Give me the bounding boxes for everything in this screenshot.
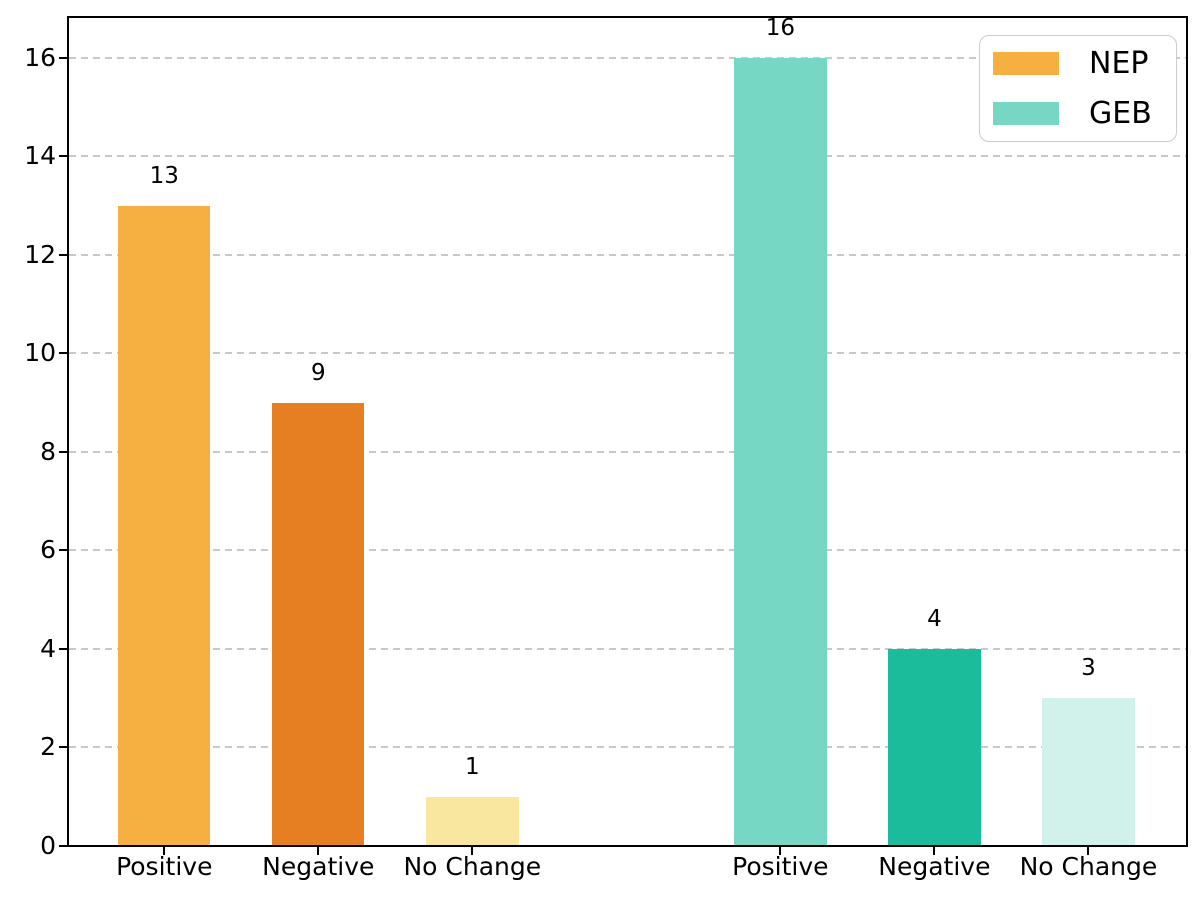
plot-area [67, 16, 1188, 847]
bar-value-label-geb-negative: 4 [927, 605, 942, 632]
y-tick-label: 2 [40, 732, 56, 762]
legend-swatch-nep [993, 52, 1059, 75]
y-tick-mark [59, 253, 68, 256]
y-tick-mark [59, 845, 68, 847]
bar-geb-no-change [1042, 698, 1135, 845]
x-tick-label-geb-negative: Negative [878, 852, 991, 881]
y-tick-mark [59, 352, 68, 355]
x-tick-label-geb-no-change: No Change [1019, 852, 1158, 881]
y-tick-label: 16 [24, 42, 56, 72]
legend: NEP GEB [979, 35, 1177, 142]
bar-value-label-geb-no-change: 3 [1081, 655, 1096, 682]
bar-geb-negative [888, 648, 981, 845]
legend-swatch-geb [993, 102, 1059, 125]
y-tick-label: 0 [40, 831, 56, 860]
gridline-y4 [69, 647, 1186, 650]
x-tick-label-nep-negative: Negative [262, 852, 375, 881]
bar-value-label-nep-no-change: 1 [464, 753, 480, 780]
y-tick-mark [59, 155, 68, 158]
x-tick-label-geb-positive: Positive [732, 852, 829, 881]
gridline-y16 [69, 56, 1186, 59]
gridline-y12 [69, 253, 1186, 256]
legend-item-nep: NEP [993, 45, 1168, 81]
gridline-y6 [69, 549, 1186, 552]
x-tick-label-nep-positive: Positive [116, 852, 213, 881]
gridline-y8 [69, 450, 1186, 453]
legend-item-geb: GEB [993, 95, 1168, 131]
legend-label-nep: NEP [1089, 45, 1149, 81]
y-tick-mark [59, 746, 68, 749]
y-tick-label: 8 [40, 436, 56, 466]
gridline-y14 [69, 155, 1186, 158]
x-tick-mark [163, 847, 166, 855]
bar-nep-positive [118, 205, 211, 845]
bar-value-label-geb-positive: 16 [765, 14, 795, 41]
bar-nep-no-change [426, 796, 519, 845]
bar-geb-positive [734, 57, 827, 845]
y-tick-label: 12 [24, 239, 56, 269]
x-tick-mark [1087, 847, 1090, 855]
gridline-y10 [69, 352, 1186, 355]
y-tick-label: 10 [24, 338, 56, 368]
x-tick-mark [779, 847, 782, 855]
x-tick-mark [317, 847, 320, 855]
y-tick-label: 4 [40, 633, 56, 663]
y-tick-label: 14 [24, 141, 56, 171]
y-tick-mark [59, 450, 68, 453]
y-tick-label: 6 [40, 535, 56, 565]
gridline-y2 [69, 746, 1186, 749]
legend-label-geb: GEB [1089, 95, 1152, 131]
y-tick-mark [59, 647, 68, 650]
bar-nep-negative [272, 402, 365, 845]
x-tick-mark [933, 847, 936, 855]
bar-value-label-nep-positive: 13 [149, 162, 179, 189]
x-tick-mark [471, 847, 474, 855]
y-tick-mark [59, 56, 68, 59]
bar-value-label-nep-negative: 9 [310, 359, 326, 386]
x-tick-label-nep-no-change: No Change [403, 852, 542, 881]
y-tick-mark [59, 549, 68, 552]
